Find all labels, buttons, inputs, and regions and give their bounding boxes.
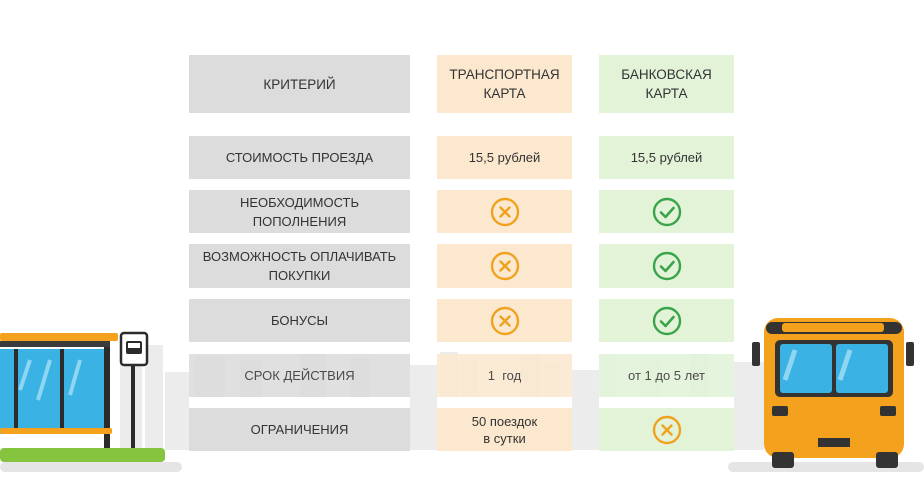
cross-circle-icon [652, 415, 681, 444]
ground-left [0, 462, 182, 472]
header-criterion: КРИТЕРИЙ [189, 55, 410, 113]
check-circle-icon [652, 306, 681, 335]
criterion-bonuses: БОНУСЫ [189, 299, 410, 342]
bank-purchase-payments [599, 244, 734, 288]
transport-validity-period: 1 год [437, 354, 572, 397]
bus-stop [0, 331, 165, 462]
criterion-validity-period: СРОК ДЕЙСТВИЯ [189, 354, 410, 397]
cross-circle-icon [490, 306, 519, 335]
bank-validity-period: от 1 до 5 лет [599, 354, 734, 397]
check-circle-icon [652, 197, 681, 226]
criterion-fare-cost: СТОИМОСТЬ ПРОЕЗДА [189, 136, 410, 179]
bank-bonuses [599, 299, 734, 342]
check-circle-icon [652, 251, 681, 281]
transport-bonuses [437, 299, 572, 342]
bank-top-up-required [599, 190, 734, 233]
header-bank-card: БАНКОВСКАЯ КАРТА [599, 55, 734, 113]
criterion-top-up-required: НЕОБХОДИМОСТЬ ПОПОЛНЕНИЯ [189, 190, 410, 233]
header-transport-card: ТРАНСПОРТНАЯ КАРТА [437, 55, 572, 113]
transport-fare-cost: 15,5 рублей [437, 136, 572, 179]
transport-purchase-payments [437, 244, 572, 288]
transport-limits: 50 поездок в сутки [437, 408, 572, 451]
transport-top-up-required [437, 190, 572, 233]
criterion-purchase-payments: ВОЗМОЖНОСТЬ ОПЛАЧИВАТЬ ПОКУПКИ [189, 244, 410, 288]
bank-fare-cost: 15,5 рублей [599, 136, 734, 179]
cross-circle-icon [490, 251, 519, 281]
cross-circle-icon [490, 197, 519, 226]
bus [752, 318, 914, 468]
bank-limits [599, 408, 734, 451]
criterion-limits: ОГРАНИЧЕНИЯ [189, 408, 410, 451]
